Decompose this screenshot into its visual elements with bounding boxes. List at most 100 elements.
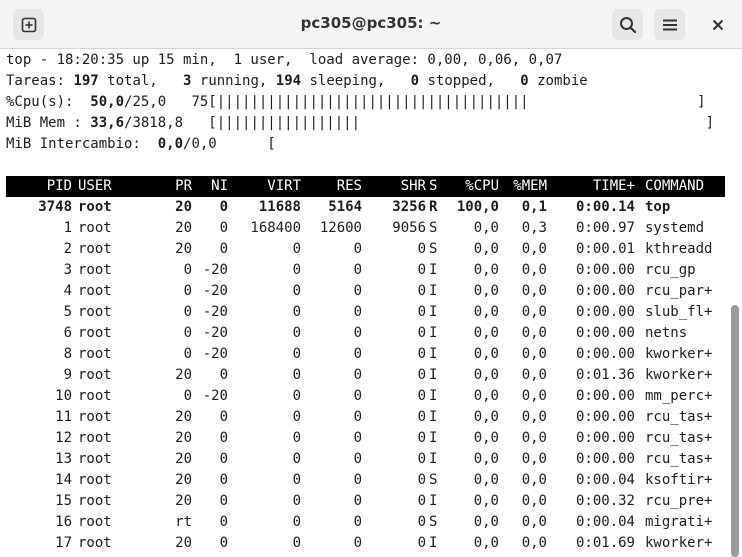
- cell-command: slub_fl+: [645, 304, 713, 320]
- swap-line: MiB Intercambio: 0,0/0,0 [: [6, 136, 276, 152]
- cell-state: I: [429, 535, 438, 551]
- cell-shr: 0: [417, 346, 426, 362]
- cell-cpu: 100,0: [456, 199, 499, 215]
- table-row: 10 root 0 -20 0 0 0 I 0,0 0,0 0:00.00 mm_perc+: [6, 386, 725, 407]
- cell-ni: -20: [202, 283, 228, 299]
- cell-ni: -20: [202, 388, 228, 404]
- cell-command: kworker+: [645, 535, 713, 551]
- cell-pr: 20: [175, 493, 192, 509]
- cell-state: I: [429, 409, 438, 425]
- cell-virt: 0: [292, 346, 301, 362]
- new-tab-button[interactable]: [13, 9, 44, 40]
- cell-virt: 0: [292, 367, 301, 383]
- cell-cpu: 0,0: [473, 346, 499, 362]
- cell-mem: 0,0: [521, 367, 547, 383]
- cell-cpu: 0,0: [473, 472, 499, 488]
- cell-user: root: [78, 220, 112, 236]
- table-row: 13 root 20 0 0 0 0 I 0,0 0,0 0:00.00 rcu_tas+: [6, 449, 725, 470]
- cell-state: R: [429, 199, 438, 215]
- cell-state: S: [429, 220, 438, 236]
- cell-state: I: [429, 430, 438, 446]
- cell-cpu: 0,0: [473, 262, 499, 278]
- cell-command: mm_perc+: [645, 388, 713, 404]
- cell-user: root: [78, 409, 112, 425]
- cell-user: root: [78, 325, 112, 341]
- cell-cpu: 0,0: [473, 283, 499, 299]
- cell-ni: 0: [219, 535, 228, 551]
- cell-user: root: [78, 388, 112, 404]
- cell-time: 0:00.00: [575, 409, 635, 425]
- cell-user: root: [78, 535, 112, 551]
- header-pr: PR: [175, 178, 192, 194]
- cell-virt: 0: [292, 262, 301, 278]
- cell-time: 0:00.00: [575, 451, 635, 467]
- cell-pid: 10: [55, 388, 72, 404]
- table-row: 1 root 20 0 168400 12600 9056 S 0,0 0,3 0:00.97 sys…: [6, 218, 725, 239]
- header-shr: SHR: [400, 178, 426, 194]
- cell-virt: 0: [292, 430, 301, 446]
- cell-shr: 3256: [392, 199, 426, 215]
- cell-pr: 20: [175, 199, 192, 215]
- cell-res: 0: [353, 241, 362, 257]
- cell-res: 0: [353, 430, 362, 446]
- cell-shr: 0: [417, 493, 426, 509]
- cell-pid: 5: [63, 304, 72, 320]
- header-user: USER: [78, 178, 112, 194]
- cell-pid: 3: [63, 262, 72, 278]
- cell-pr: 20: [175, 241, 192, 257]
- cell-pid: 8: [63, 346, 72, 362]
- cell-mem: 0,0: [521, 325, 547, 341]
- header-virt: VIRT: [267, 178, 301, 194]
- cell-res: 12600: [319, 220, 362, 236]
- cell-time: 0:00.00: [575, 325, 635, 341]
- cell-state: I: [429, 325, 438, 341]
- window-title: pc305@pc305: ~: [300, 14, 442, 32]
- cell-time: 0:00.00: [575, 430, 635, 446]
- cell-res: 0: [353, 388, 362, 404]
- close-button[interactable]: [702, 9, 733, 40]
- cell-mem: 0,1: [521, 199, 547, 215]
- cell-pid: 1: [63, 220, 72, 236]
- header-cpu: %CPU: [465, 178, 499, 194]
- cell-mem: 0,0: [521, 262, 547, 278]
- table-row: 6 root 0 -20 0 0 0 I 0,0 0,0 0:00.00 netns: [6, 323, 725, 344]
- table-row: 5 root 0 -20 0 0 0 I 0,0 0,0 0:00.00 slub_fl+: [6, 302, 725, 323]
- cell-ni: 0: [219, 409, 228, 425]
- cell-time: 0:00.14: [575, 199, 635, 215]
- menu-button[interactable]: [654, 9, 685, 40]
- cell-pr: 20: [175, 472, 192, 488]
- search-icon: [619, 16, 636, 33]
- cell-pr: 20: [175, 430, 192, 446]
- cell-pid: 15: [55, 493, 72, 509]
- cell-pid: 4: [63, 283, 72, 299]
- cell-pr: 20: [175, 409, 192, 425]
- scrollbar[interactable]: [731, 305, 739, 557]
- table-row: 9 root 20 0 0 0 0 I 0,0 0,0 0:01.36 kworker+: [6, 365, 725, 386]
- cell-pr: 20: [175, 220, 192, 236]
- cell-time: 0:00.04: [575, 514, 635, 530]
- cell-res: 0: [353, 304, 362, 320]
- cell-pr: 0: [183, 283, 192, 299]
- cell-virt: 168400: [250, 220, 301, 236]
- cell-state: I: [429, 262, 438, 278]
- terminal-area[interactable]: top - 18:20:35 up 15 min, 1 user, load a…: [0, 49, 742, 557]
- cell-shr: 0: [417, 367, 426, 383]
- cell-ni: -20: [202, 346, 228, 362]
- cell-pid: 2: [63, 241, 72, 257]
- cell-mem: 0,0: [521, 304, 547, 320]
- cell-pr: 20: [175, 367, 192, 383]
- cell-pr: 20: [175, 535, 192, 551]
- table-row: 8 root 0 -20 0 0 0 I 0,0 0,0 0:00.00 kworker+: [6, 344, 725, 365]
- cell-mem: 0,0: [521, 409, 547, 425]
- cell-cpu: 0,0: [473, 241, 499, 257]
- cell-pr: 0: [183, 388, 192, 404]
- table-row: 3 root 0 -20 0 0 0 I 0,0 0,0 0:00.00 rcu_gp: [6, 260, 725, 281]
- cell-time: 0:00.32: [575, 493, 635, 509]
- header-state: S: [429, 178, 438, 194]
- search-button[interactable]: [612, 9, 643, 40]
- cell-pr: 0: [183, 262, 192, 278]
- header-pid: PID: [46, 178, 72, 194]
- header-command: COMMAND: [645, 178, 705, 194]
- table-row: 16 root rt 0 0 0 0 S 0,0 0,0 0:00.04 migrati+: [6, 512, 725, 533]
